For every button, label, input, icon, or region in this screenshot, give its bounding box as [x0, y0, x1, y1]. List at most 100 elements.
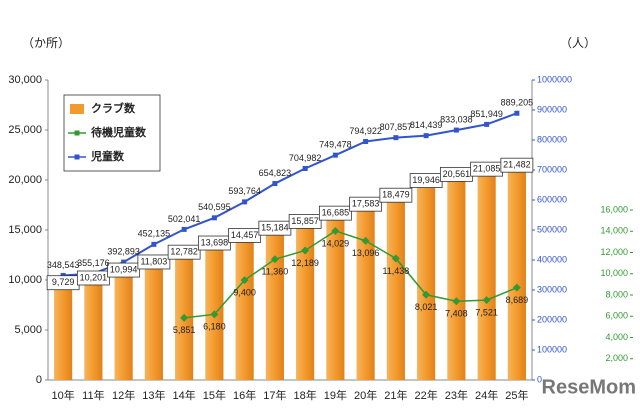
y-tick-label: 25,000 — [8, 124, 42, 136]
legend-label: クラブ数 — [91, 101, 136, 115]
y3-tick-label: 6,000 — [605, 311, 628, 321]
value-label: 654,823 — [259, 168, 292, 178]
bar — [507, 165, 526, 380]
x-tick-label: 21年 — [384, 388, 407, 402]
y2-tick-label: 900000 — [537, 104, 567, 114]
y2-tick-label: 800000 — [537, 134, 567, 144]
value-label-box — [318, 205, 352, 221]
x-tick-label: 20年 — [354, 388, 377, 402]
value-label-box — [288, 214, 322, 229]
value-label: 10,201 — [80, 272, 108, 282]
value-label: 704,982 — [289, 153, 322, 163]
marker — [482, 296, 491, 305]
value-label-box — [349, 196, 383, 212]
marker — [514, 110, 520, 116]
legend-marker — [74, 130, 80, 136]
value-label: 11,438 — [382, 266, 409, 276]
marker — [331, 226, 340, 235]
y2-tick-label: 0 — [537, 374, 542, 384]
value-label: 794,922 — [349, 126, 382, 136]
value-label: 18,479 — [382, 190, 410, 200]
value-label: 21,482 — [503, 160, 531, 170]
y3-tick-label: 10,000 — [600, 268, 628, 278]
value-label: 15,857 — [291, 216, 319, 226]
value-label: 11,803 — [140, 256, 167, 266]
value-label: 348,543 — [47, 260, 80, 270]
x-tick-label: 14年 — [173, 388, 196, 402]
bar — [386, 195, 405, 380]
bar — [447, 174, 466, 380]
series-line — [63, 112, 518, 277]
marker — [512, 283, 521, 292]
value-label: 10,994 — [110, 264, 138, 274]
bar — [326, 213, 345, 380]
y2-tick-label: 600000 — [537, 194, 567, 204]
bar — [54, 282, 73, 380]
y2-axis-unit: （人） — [560, 36, 596, 50]
value-label-box — [76, 270, 110, 286]
value-label: 19,946 — [412, 175, 440, 185]
value-label-box — [500, 157, 534, 173]
x-tick-label: 13年 — [142, 388, 165, 402]
value-label: 7,521 — [475, 307, 498, 317]
bar — [356, 204, 375, 380]
x-tick-label: 15年 — [203, 388, 226, 402]
marker — [272, 181, 278, 187]
y3-tick-label: 12,000 — [600, 247, 628, 257]
value-label: 851,949 — [470, 109, 503, 119]
value-label: 14,029 — [322, 238, 350, 248]
y-tick-label: 15,000 — [8, 224, 42, 236]
x-tick-label: 16年 — [233, 388, 256, 402]
y2-tick-label: 200000 — [537, 314, 567, 324]
legend-swatch — [70, 104, 84, 114]
value-label: 8,689 — [506, 295, 529, 305]
value-label: 452,135 — [138, 229, 171, 239]
marker — [301, 246, 310, 255]
value-label: 749,478 — [319, 140, 352, 150]
value-label: 502,041 — [168, 214, 201, 224]
bar — [144, 261, 163, 380]
y2-tick-label: 100000 — [537, 344, 567, 354]
x-tick-label: 17年 — [263, 388, 286, 402]
y3-tick-label: 4,000 — [605, 332, 628, 342]
x-tick-label: 22年 — [415, 388, 438, 402]
bar — [235, 235, 254, 380]
y-tick-label: 20,000 — [8, 174, 42, 186]
value-label: 355,176 — [77, 258, 110, 268]
bar — [477, 169, 496, 380]
marker — [391, 254, 400, 263]
y3-tick-label: 16,000 — [600, 204, 628, 214]
x-tick-label: 18年 — [294, 388, 317, 402]
y-tick-label: 0 — [36, 374, 42, 386]
bar — [296, 221, 315, 380]
marker — [453, 127, 459, 133]
value-label: 392,893 — [107, 247, 140, 257]
marker — [121, 259, 127, 265]
marker — [180, 313, 189, 322]
x-tick-label: 24年 — [475, 388, 498, 402]
value-label-box — [379, 187, 413, 203]
marker — [363, 139, 369, 145]
marker — [211, 215, 217, 221]
marker — [181, 226, 187, 232]
value-label: 13,698 — [201, 237, 229, 247]
value-label: 833,038 — [440, 114, 473, 124]
value-label: 13,096 — [352, 248, 380, 258]
value-label: 814,439 — [410, 120, 443, 130]
bar — [265, 228, 284, 380]
value-label-box — [167, 244, 201, 260]
value-label: 14,457 — [231, 230, 259, 240]
value-label: 15,184 — [261, 223, 289, 233]
marker — [242, 199, 248, 205]
marker — [332, 152, 338, 158]
bar — [417, 180, 436, 380]
marker — [422, 290, 431, 299]
marker — [270, 255, 279, 264]
value-label: 21,085 — [473, 164, 501, 174]
x-tick-label: 10年 — [52, 388, 75, 402]
y-axis-unit: （か所） — [22, 36, 70, 50]
value-label: 9,400 — [233, 288, 256, 298]
value-label: 540,595 — [198, 202, 231, 212]
y2-tick-label: 400000 — [537, 254, 567, 264]
